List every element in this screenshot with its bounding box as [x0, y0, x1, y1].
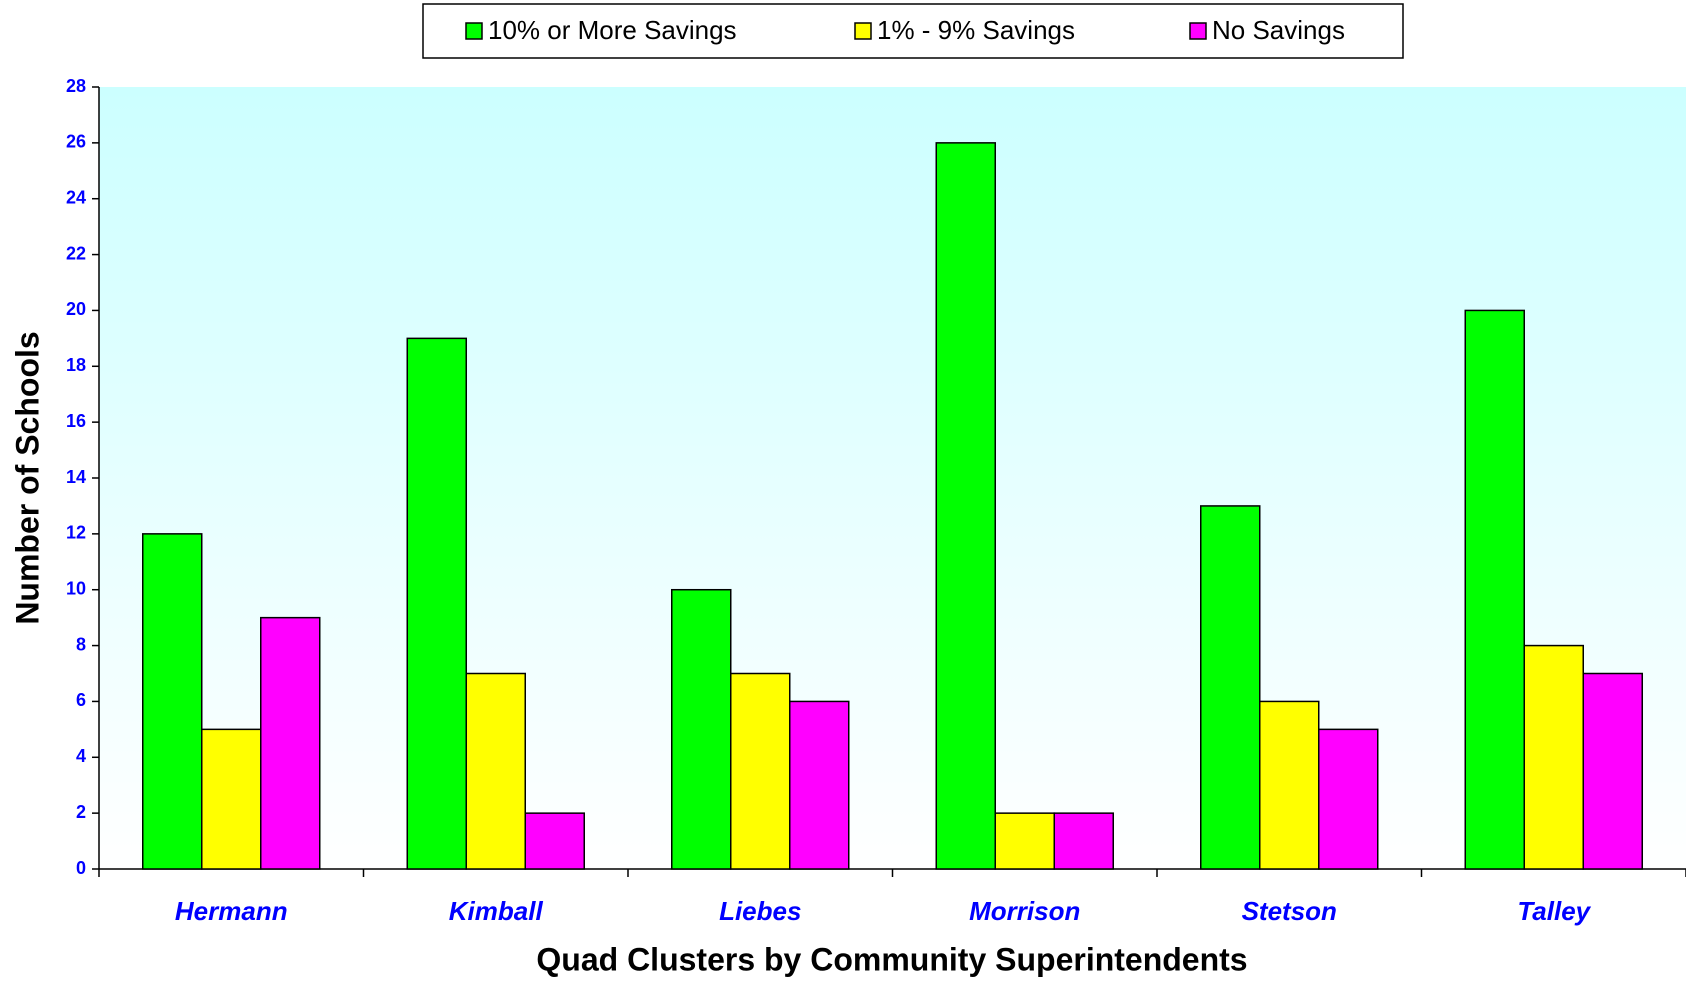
- legend: [422, 3, 1404, 59]
- y-tick-label: 20: [66, 299, 86, 319]
- bar: [142, 533, 203, 870]
- bar: [730, 672, 791, 870]
- bar: [1053, 812, 1114, 870]
- bar: [260, 616, 321, 870]
- legend-swatch: [465, 22, 483, 40]
- x-tick-label: Stetson: [1242, 896, 1337, 926]
- plot-area: [99, 87, 1686, 869]
- y-tick-label: 26: [66, 132, 86, 152]
- y-tick-label: 8: [76, 634, 86, 654]
- y-tick-label: 22: [66, 243, 86, 263]
- legend-swatch: [1189, 22, 1207, 40]
- y-tick-label: 2: [76, 802, 86, 822]
- legend-label: No Savings: [1212, 15, 1345, 45]
- y-tick-label: 6: [76, 690, 86, 710]
- legend-label: 1% - 9% Savings: [877, 15, 1075, 45]
- x-tick-label: Hermann: [175, 896, 288, 926]
- legend-swatch: [854, 22, 872, 40]
- y-tick-label: 24: [66, 187, 86, 207]
- bar: [1582, 672, 1643, 870]
- y-axis-title: Number of Schools: [9, 331, 45, 624]
- bar: [406, 337, 467, 870]
- bar: [935, 142, 996, 870]
- bar: [1464, 309, 1525, 870]
- bar: [1318, 728, 1379, 870]
- y-tick-label: 0: [76, 858, 86, 878]
- y-tick-label: 28: [66, 76, 86, 96]
- bar: [524, 812, 585, 870]
- x-tick-label: Morrison: [969, 896, 1080, 926]
- bar: [1200, 505, 1261, 870]
- bar: [465, 672, 526, 870]
- bar: [994, 812, 1055, 870]
- bar: [789, 700, 850, 870]
- x-axis-title: Quad Clusters by Community Superintenden…: [536, 941, 1247, 977]
- y-tick-label: 14: [66, 467, 86, 487]
- y-tick-label: 4: [76, 746, 86, 766]
- x-tick-label: Talley: [1517, 896, 1591, 926]
- y-tick-label: 18: [66, 355, 86, 375]
- bar: [201, 728, 262, 870]
- y-tick-label: 12: [66, 523, 86, 543]
- bar: [1523, 644, 1584, 870]
- y-tick-label: 16: [66, 411, 86, 431]
- y-tick-label: 10: [66, 578, 86, 598]
- x-tick-label: Kimball: [449, 896, 544, 926]
- x-tick-label: Liebes: [719, 896, 801, 926]
- bar: [671, 588, 732, 870]
- bar: [1259, 700, 1320, 870]
- legend-label: 10% or More Savings: [488, 15, 737, 45]
